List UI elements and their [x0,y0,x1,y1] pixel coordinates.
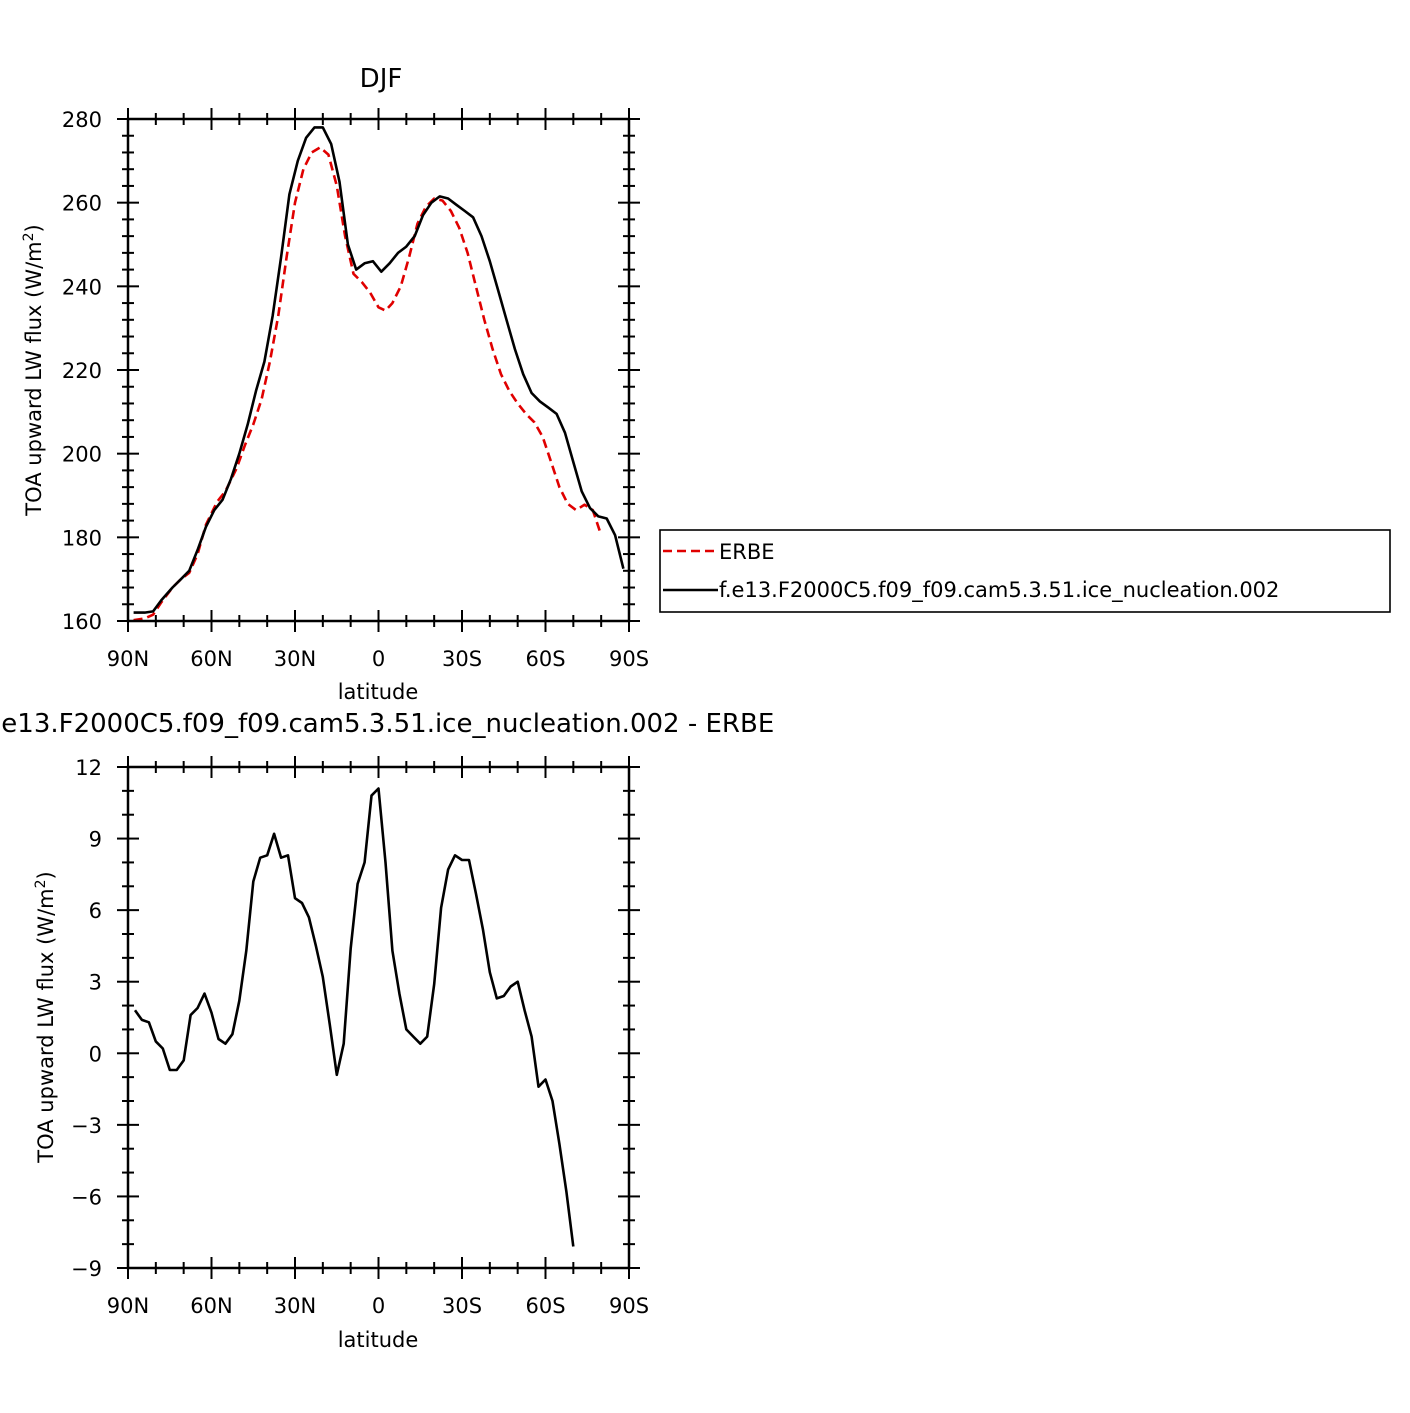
bottom-ytick-label: 3 [89,971,102,995]
top-xtick-label: 60S [525,647,565,671]
top-ytick-label: 240 [62,275,102,299]
top-x-tick-labels: 90N 60N 30N 0 30S 60S 90S [107,647,649,671]
bottom-ytick-label: −9 [71,1257,102,1281]
legend-label-model: f.e13.F2000C5.f09_f09.cam5.3.51.ice_nucl… [719,578,1279,603]
top-xtick-label: 30N [274,647,316,671]
bottom-ytick-label: 12 [75,756,102,780]
bottom-y-axis-label-main: TOA upward LW flux (W/m [34,888,58,1163]
bottom-xtick-label: 90N [107,1294,149,1318]
bottom-panel: f.e13.F2000C5.f09_f09.cam5.3.51.ice_nucl… [0,709,774,1352]
top-xtick-label: 90N [107,647,149,671]
bottom-xtick-label: 60N [190,1294,232,1318]
top-ytick-label: 280 [62,108,102,132]
bottom-ytick-label: −3 [71,1114,102,1138]
legend-box [659,529,1391,613]
top-y-axis-label-main: TOA upward LW flux (W/m [22,241,46,516]
bottom-ytick-label: 9 [89,828,102,852]
top-xtick-label: 90S [609,647,649,671]
bottom-xtick-label: 30N [274,1294,316,1318]
bottom-plot-frame [126,765,631,1270]
model-series-line [133,126,625,614]
difference-series-line [133,787,575,1247]
bottom-y-tick-labels: −9 −6 −3 0 3 6 9 12 [71,756,102,1281]
top-xtick-label: 0 [372,647,385,671]
bottom-xtick-label: 90S [609,1294,649,1318]
legend: ERBE f.e13.F2000C5.f09_f09.cam5.3.51.ice… [659,529,1391,613]
top-y-axis-label-sup: 2 [21,232,37,241]
bottom-y-axis-label: TOA upward LW flux (W/m2) [33,871,58,1163]
bottom-x-tick-labels: 90N 60N 30N 0 30S 60S 90S [107,1294,649,1318]
bottom-xtick-label: 30S [442,1294,482,1318]
bottom-diff-line-layer [133,787,575,1247]
bottom-tick-marks [117,756,640,1279]
top-panel: DJF 90N 60N 30N 0 30S 60S 90S 160 180 20… [21,64,649,704]
top-x-axis-label: latitude [338,680,419,704]
top-y-tick-labels: 160 180 200 220 240 260 280 [62,108,102,634]
top-xtick-label: 60N [190,647,232,671]
bottom-ytick-label: 6 [89,899,102,923]
top-plot-frame [126,117,631,623]
top-tick-marks [117,108,640,632]
top-chart-title: DJF [360,64,403,94]
top-erbe-line-layer [133,146,603,622]
bottom-x-axis-label: latitude [338,1328,419,1352]
top-ytick-label: 200 [62,443,102,467]
bottom-y-axis-label-end: ) [34,871,58,879]
bottom-xtick-label: 60S [525,1294,565,1318]
top-y-axis-label-end: ) [22,224,46,232]
top-xtick-label: 30S [442,647,482,671]
top-ytick-label: 220 [62,359,102,383]
top-y-axis-label: TOA upward LW flux (W/m2) [21,224,46,516]
bottom-ytick-label: 0 [89,1042,102,1066]
bottom-xtick-label: 0 [372,1294,385,1318]
bottom-y-axis-label-sup: 2 [33,879,49,888]
legend-label-erbe: ERBE [719,540,775,564]
top-model-line-layer [133,126,625,614]
bottom-chart-title: f.e13.F2000C5.f09_f09.cam5.3.51.ice_nucl… [0,709,774,739]
top-ytick-label: 160 [62,610,102,634]
top-ytick-label: 180 [62,526,102,550]
erbe-series-line [133,146,603,622]
bottom-ytick-label: −6 [71,1185,102,1209]
top-ytick-label: 260 [62,192,102,216]
